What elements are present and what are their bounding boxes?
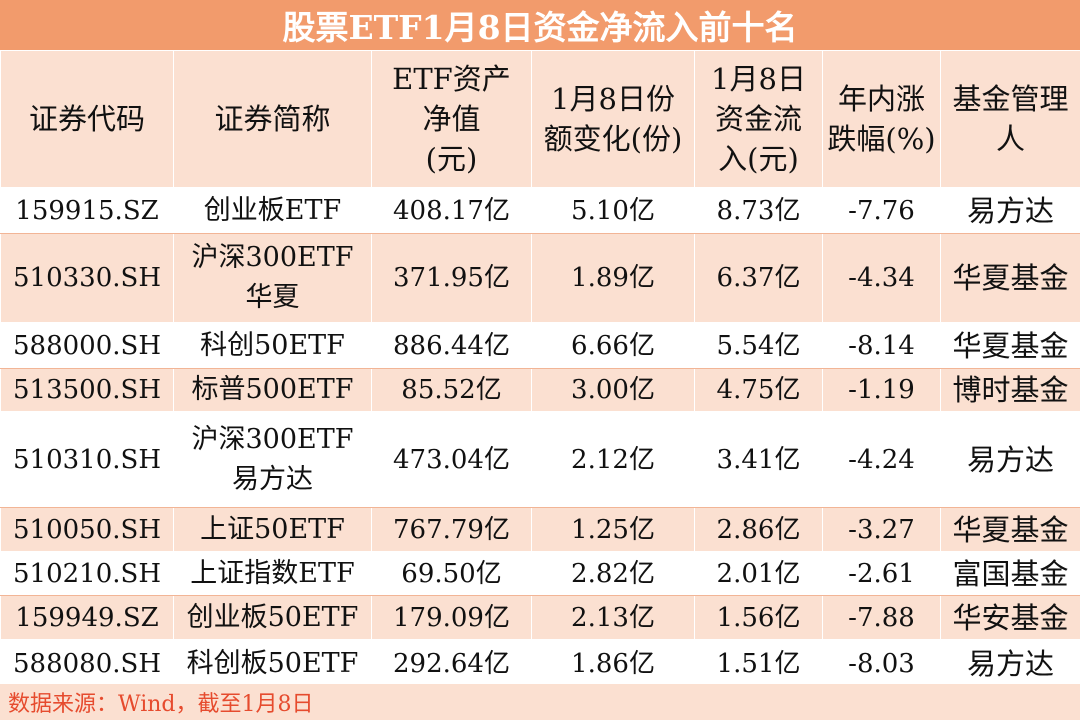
table-row: 159915.SZ 创业板ETF 408.17亿 5.10亿 8.73亿 -7.76 易方达 xyxy=(0,187,1080,234)
cell-share-change: 2.13亿 xyxy=(531,595,695,640)
cell-manager: 华夏基金 xyxy=(940,322,1080,369)
cell-share-change: 3.00亿 xyxy=(531,368,695,412)
cell-share-change: 2.12亿 xyxy=(531,411,695,508)
header-col-code: 证券代码 xyxy=(0,50,174,188)
table-row: 159949.SZ 创业板50ETF 179.09亿 2.13亿 1.56亿 -7.88 华… xyxy=(0,595,1080,640)
cell-ytd: -1.19 xyxy=(822,368,941,412)
header-col-manager: 基金管理人 xyxy=(940,50,1080,188)
cell-nav: 473.04亿 xyxy=(371,411,532,508)
cell-name: 沪深300ETF 华夏 xyxy=(173,233,372,323)
table-row: 588000.SH 科创50ETF 886.44亿 6.66亿 5.54亿 -8.14 华夏… xyxy=(0,322,1080,369)
table-row: 510330.SH 沪深300ETF 华夏 371.95亿 1.89亿 6.37亿 -4.3… xyxy=(0,233,1080,323)
cell-code: 159949.SZ xyxy=(0,595,174,640)
header-col-nav: ETF资产 净值 (元) xyxy=(371,50,532,188)
cell-code: 510210.SH xyxy=(0,551,174,596)
cell-inflow: 2.01亿 xyxy=(694,551,823,596)
cell-manager: 易方达 xyxy=(940,639,1080,688)
etf-inflow-table: 证券代码 证券简称 ETF资产 净值 (元) 1月8日份 额变化(份) 1月8日 资金流 入(元)… xyxy=(0,50,1080,688)
cell-ytd: -7.88 xyxy=(822,595,941,640)
header-col-inflow: 1月8日 资金流 入(元) xyxy=(694,50,823,188)
cell-code: 588000.SH xyxy=(0,322,174,369)
table-row: 510310.SH 沪深300ETF 易方达 473.04亿 2.12亿 3.41亿 -4.… xyxy=(0,411,1080,508)
cell-share-change: 2.82亿 xyxy=(531,551,695,596)
cell-ytd: -7.76 xyxy=(822,187,941,234)
cell-share-change: 5.10亿 xyxy=(531,187,695,234)
header-col-ytd: 年内涨 跌幅(%) xyxy=(822,50,941,188)
cell-code: 159915.SZ xyxy=(0,187,174,234)
cell-manager: 富国基金 xyxy=(940,551,1080,596)
cell-ytd: -3.27 xyxy=(822,507,941,552)
cell-name: 上证50ETF xyxy=(173,507,372,552)
cell-name: 沪深300ETF 易方达 xyxy=(173,411,372,508)
cell-inflow: 5.54亿 xyxy=(694,322,823,369)
cell-manager: 易方达 xyxy=(940,187,1080,234)
cell-nav: 85.52亿 xyxy=(371,368,532,412)
cell-manager: 华夏基金 xyxy=(940,233,1080,323)
cell-inflow: 2.86亿 xyxy=(694,507,823,552)
cell-inflow: 8.73亿 xyxy=(694,187,823,234)
cell-code: 510050.SH xyxy=(0,507,174,552)
cell-ytd: -4.24 xyxy=(822,411,941,508)
cell-inflow: 4.75亿 xyxy=(694,368,823,412)
cell-name: 创业板ETF xyxy=(173,187,372,234)
cell-inflow: 6.37亿 xyxy=(694,233,823,323)
cell-name: 标普500ETF xyxy=(173,368,372,412)
cell-code: 588080.SH xyxy=(0,639,174,688)
cell-code: 510330.SH xyxy=(0,233,174,323)
cell-manager: 华夏基金 xyxy=(940,507,1080,552)
table-row: 510050.SH 上证50ETF 767.79亿 1.25亿 2.86亿 -3.27 华夏… xyxy=(0,507,1080,552)
cell-inflow: 1.56亿 xyxy=(694,595,823,640)
cell-share-change: 1.86亿 xyxy=(531,639,695,688)
cell-inflow: 1.51亿 xyxy=(694,639,823,688)
header-col-share-change: 1月8日份 额变化(份) xyxy=(531,50,695,188)
cell-nav: 371.95亿 xyxy=(371,233,532,323)
header-row: 证券代码 证券简称 ETF资产 净值 (元) 1月8日份 额变化(份) 1月8日 资金流 入(元)… xyxy=(0,50,1080,188)
cell-ytd: -4.34 xyxy=(822,233,941,323)
cell-share-change: 1.25亿 xyxy=(531,507,695,552)
cell-manager: 博时基金 xyxy=(940,368,1080,412)
cell-ytd: -8.03 xyxy=(822,639,941,688)
table-title: 股票ETF1月8日资金净流入前十名 xyxy=(0,0,1080,50)
cell-nav: 408.17亿 xyxy=(371,187,532,234)
cell-code: 513500.SH xyxy=(0,368,174,412)
cell-name: 科创板50ETF xyxy=(173,639,372,688)
cell-manager: 华安基金 xyxy=(940,595,1080,640)
cell-name: 科创50ETF xyxy=(173,322,372,369)
cell-ytd: -8.14 xyxy=(822,322,941,369)
table-row: 510210.SH 上证指数ETF 69.50亿 2.82亿 2.01亿 -2.61 富国基… xyxy=(0,551,1080,596)
cell-inflow: 3.41亿 xyxy=(694,411,823,508)
cell-name: 创业板50ETF xyxy=(173,595,372,640)
source-note: 数据来源：Wind，截至1月8日 xyxy=(0,684,1080,720)
cell-nav: 69.50亿 xyxy=(371,551,532,596)
cell-nav: 886.44亿 xyxy=(371,322,532,369)
cell-share-change: 6.66亿 xyxy=(531,322,695,369)
table-row: 588080.SH 科创板50ETF 292.64亿 1.86亿 1.51亿 -8.03 易… xyxy=(0,639,1080,688)
cell-nav: 292.64亿 xyxy=(371,639,532,688)
table-row: 513500.SH 标普500ETF 85.52亿 3.00亿 4.75亿 -1.19 博时… xyxy=(0,368,1080,412)
cell-nav: 179.09亿 xyxy=(371,595,532,640)
header-col-name: 证券简称 xyxy=(173,50,372,188)
cell-nav: 767.79亿 xyxy=(371,507,532,552)
cell-name: 上证指数ETF xyxy=(173,551,372,596)
cell-share-change: 1.89亿 xyxy=(531,233,695,323)
cell-ytd: -2.61 xyxy=(822,551,941,596)
cell-manager: 易方达 xyxy=(940,411,1080,508)
cell-code: 510310.SH xyxy=(0,411,174,508)
